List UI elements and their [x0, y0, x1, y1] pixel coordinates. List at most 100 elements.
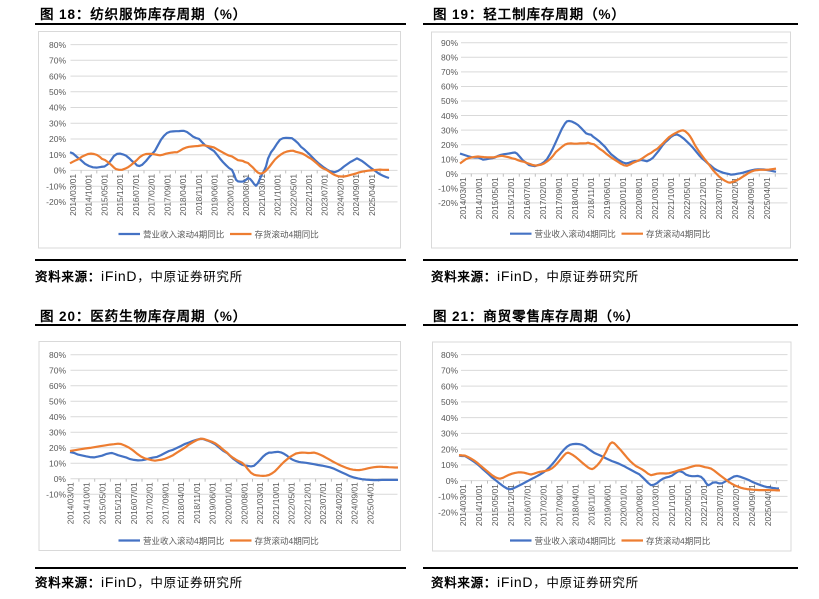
svg-text:2021/10/01: 2021/10/01 [666, 177, 676, 219]
svg-text:营业收入滚动4期同比: 营业收入滚动4期同比 [143, 536, 224, 546]
svg-text:2019/06/01: 2019/06/01 [208, 482, 218, 524]
svg-text:2014/03/01: 2014/03/01 [68, 174, 78, 216]
svg-text:2024/09/01: 2024/09/01 [350, 482, 360, 524]
svg-text:2024/09/01: 2024/09/01 [351, 174, 361, 216]
svg-text:2019/06/01: 2019/06/01 [602, 177, 612, 219]
svg-text:60%: 60% [441, 82, 458, 92]
svg-text:2022/05/01: 2022/05/01 [683, 484, 693, 526]
svg-text:2014/03/01: 2014/03/01 [66, 482, 76, 524]
svg-text:2022/12/01: 2022/12/01 [304, 174, 314, 216]
svg-text:2018/11/01: 2018/11/01 [586, 177, 596, 219]
svg-text:2017/02/01: 2017/02/01 [538, 484, 548, 526]
svg-text:2021/03/01: 2021/03/01 [255, 482, 265, 524]
svg-text:80%: 80% [441, 350, 458, 360]
svg-text:存货滚动4期同比: 存货滚动4期同比 [646, 229, 710, 239]
svg-text:2020/08/01: 2020/08/01 [635, 484, 645, 526]
svg-text:10%: 10% [49, 458, 66, 468]
svg-text:2024/09/01: 2024/09/01 [747, 484, 757, 526]
svg-text:60%: 60% [49, 381, 66, 391]
svg-text:营业收入滚动4期同比: 营业收入滚动4期同比 [535, 229, 616, 239]
svg-text:2015/12/01: 2015/12/01 [113, 482, 123, 524]
svg-text:2018/11/01: 2018/11/01 [587, 484, 597, 526]
svg-text:2021/03/01: 2021/03/01 [651, 484, 661, 526]
svg-text:2020/01/01: 2020/01/01 [619, 484, 629, 526]
svg-text:2015/05/01: 2015/05/01 [97, 482, 107, 524]
svg-text:2017/02/01: 2017/02/01 [145, 482, 155, 524]
svg-text:70%: 70% [441, 67, 458, 77]
svg-text:2022/05/01: 2022/05/01 [287, 482, 297, 524]
svg-text:-20%: -20% [438, 507, 458, 517]
svg-text:2021/10/01: 2021/10/01 [271, 482, 281, 524]
svg-text:20%: 20% [441, 444, 458, 454]
svg-text:30%: 30% [441, 125, 458, 135]
svg-text:40%: 40% [49, 103, 66, 113]
svg-text:-10%: -10% [46, 181, 66, 191]
svg-text:2025/04/01: 2025/04/01 [366, 482, 376, 524]
svg-text:2022/05/01: 2022/05/01 [288, 174, 298, 216]
svg-text:0%: 0% [446, 169, 459, 179]
svg-text:2015/12/01: 2015/12/01 [506, 177, 516, 219]
svg-text:2015/05/01: 2015/05/01 [490, 177, 500, 219]
svg-text:2021/10/01: 2021/10/01 [273, 174, 283, 216]
svg-text:2022/12/01: 2022/12/01 [302, 482, 312, 524]
svg-text:2018/11/01: 2018/11/01 [192, 482, 202, 524]
svg-text:2024/09/01: 2024/09/01 [746, 177, 756, 219]
svg-text:-10%: -10% [438, 492, 458, 502]
svg-text:2022/12/01: 2022/12/01 [699, 484, 709, 526]
svg-text:2019/06/01: 2019/06/01 [210, 174, 220, 216]
svg-text:2016/07/01: 2016/07/01 [522, 177, 532, 219]
svg-text:2025/04/01: 2025/04/01 [763, 484, 773, 526]
svg-text:2023/07/01: 2023/07/01 [714, 177, 724, 219]
svg-text:2020/08/01: 2020/08/01 [241, 174, 251, 216]
svg-text:2015/05/01: 2015/05/01 [99, 174, 109, 216]
svg-text:2014/03/01: 2014/03/01 [458, 177, 468, 219]
svg-text:2018/04/01: 2018/04/01 [178, 174, 188, 216]
svg-text:70%: 70% [441, 366, 458, 376]
svg-text:2020/01/01: 2020/01/01 [224, 482, 234, 524]
svg-text:2018/04/01: 2018/04/01 [571, 484, 581, 526]
svg-text:2016/07/01: 2016/07/01 [522, 484, 532, 526]
svg-text:存货滚动4期同比: 存货滚动4期同比 [255, 229, 319, 239]
svg-text:营业收入滚动4期同比: 营业收入滚动4期同比 [143, 229, 224, 239]
svg-text:10%: 10% [441, 154, 458, 164]
svg-text:10%: 10% [49, 150, 66, 160]
svg-text:2020/08/01: 2020/08/01 [634, 177, 644, 219]
svg-text:10%: 10% [441, 460, 458, 470]
svg-text:2015/12/01: 2015/12/01 [115, 174, 125, 216]
svg-text:30%: 30% [49, 427, 66, 437]
svg-text:2014/10/01: 2014/10/01 [84, 174, 94, 216]
svg-text:0%: 0% [446, 476, 459, 486]
svg-text:2015/05/01: 2015/05/01 [490, 484, 500, 526]
svg-text:40%: 40% [441, 111, 458, 121]
svg-text:-20%: -20% [46, 197, 66, 207]
svg-text:2019/06/01: 2019/06/01 [603, 484, 613, 526]
svg-text:存货滚动4期同比: 存货滚动4期同比 [255, 536, 319, 546]
svg-text:存货滚动4期同比: 存货滚动4期同比 [646, 536, 710, 546]
svg-text:30%: 30% [441, 429, 458, 439]
svg-text:0%: 0% [54, 166, 67, 176]
svg-text:2017/09/01: 2017/09/01 [162, 174, 172, 216]
svg-text:2014/10/01: 2014/10/01 [82, 482, 92, 524]
svg-text:60%: 60% [441, 381, 458, 391]
svg-text:2018/11/01: 2018/11/01 [194, 174, 204, 216]
svg-text:20%: 20% [49, 443, 66, 453]
svg-text:2017/02/01: 2017/02/01 [147, 174, 157, 216]
svg-text:2021/03/01: 2021/03/01 [650, 177, 660, 219]
svg-text:-10%: -10% [46, 489, 66, 499]
svg-text:2020/01/01: 2020/01/01 [225, 174, 235, 216]
svg-text:2024/02/01: 2024/02/01 [730, 177, 740, 219]
svg-text:2015/12/01: 2015/12/01 [506, 484, 516, 526]
svg-text:20%: 20% [441, 140, 458, 150]
svg-text:2018/04/01: 2018/04/01 [176, 482, 186, 524]
svg-text:90%: 90% [441, 38, 458, 48]
svg-text:40%: 40% [49, 412, 66, 422]
svg-text:50%: 50% [441, 96, 458, 106]
svg-text:2020/01/01: 2020/01/01 [618, 177, 628, 219]
svg-text:2022/12/01: 2022/12/01 [698, 177, 708, 219]
svg-text:2025/04/01: 2025/04/01 [367, 174, 377, 216]
svg-text:2022/05/01: 2022/05/01 [682, 177, 692, 219]
svg-text:2020/08/01: 2020/08/01 [239, 482, 249, 524]
svg-text:2018/04/01: 2018/04/01 [570, 177, 580, 219]
svg-text:50%: 50% [49, 87, 66, 97]
svg-text:70%: 70% [49, 56, 66, 66]
